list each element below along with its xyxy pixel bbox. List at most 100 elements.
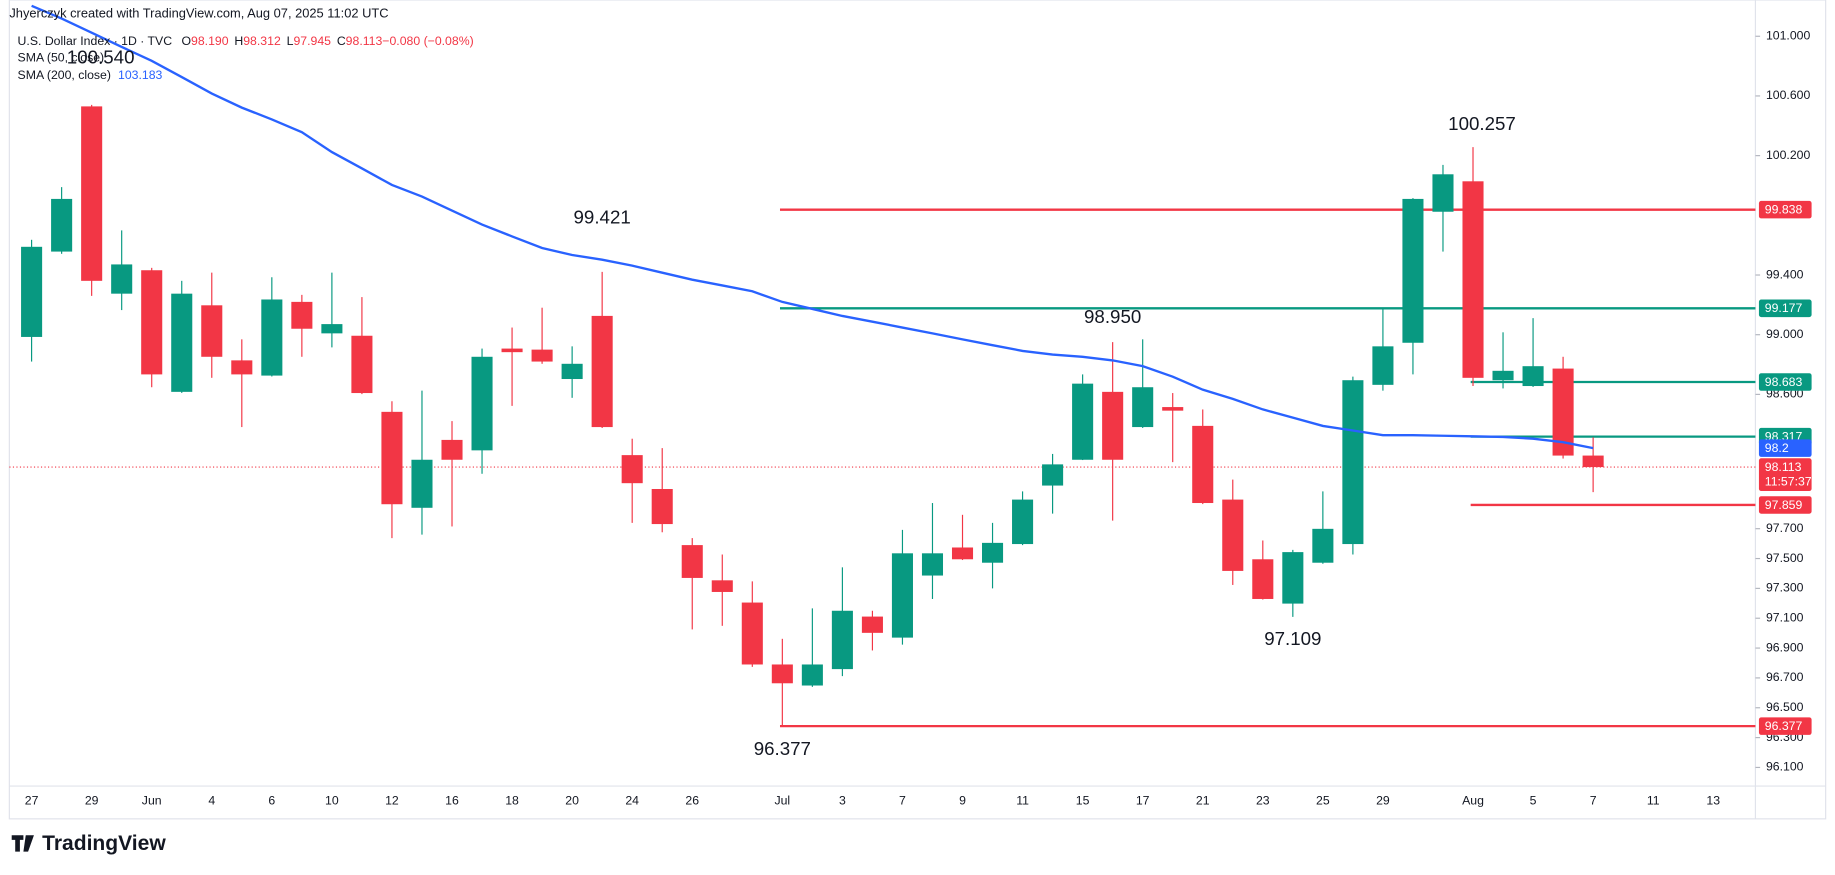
x-tick-label: 9: [959, 794, 966, 808]
x-tick-label: 5: [1530, 794, 1537, 808]
y-tick-label: 96.700: [1766, 670, 1804, 684]
x-tick-label: 10: [325, 794, 339, 808]
candle-body: [1372, 346, 1394, 385]
candle-body: [681, 545, 703, 578]
quote-key: H: [234, 34, 243, 48]
sma-tag: 98.2: [1765, 441, 1789, 455]
level-tag-bg: [1758, 496, 1812, 514]
candle-body: [1582, 455, 1604, 468]
quote-key: L: [287, 34, 294, 48]
candle-body: [411, 459, 433, 508]
candle-body: [891, 553, 913, 638]
logo: TradingView: [11, 832, 166, 855]
x-tick-label: 7: [1590, 794, 1597, 808]
candle-body: [1012, 499, 1034, 545]
candle-body: [1192, 425, 1214, 504]
level-tag-bg: [1758, 373, 1812, 391]
level-tag: 97.859: [1765, 498, 1803, 512]
candle-body: [801, 664, 823, 686]
candle-body: [1042, 464, 1064, 486]
x-tick-label: 27: [25, 794, 39, 808]
x-tick-label: 4: [208, 794, 215, 808]
annotation: 100.540: [67, 46, 135, 67]
x-tick-label: 17: [1136, 794, 1150, 808]
y-tick-label: 97.500: [1766, 551, 1804, 565]
candle-body: [351, 335, 373, 394]
candle-body: [381, 411, 403, 505]
x-tick-label: 11: [1647, 794, 1660, 808]
candle-body: [621, 455, 643, 484]
annotation: 96.377: [754, 738, 811, 759]
candle-body: [201, 305, 223, 357]
x-tick-label: 3: [839, 794, 846, 808]
candle-body: [741, 602, 763, 665]
x-tick-label: Aug: [1462, 794, 1484, 808]
symbol: U.S. Dollar Index · 1D · TVC: [18, 34, 173, 48]
candle-body: [291, 301, 313, 329]
candle-body: [321, 324, 343, 334]
candle-body: [982, 542, 1004, 563]
level-tag: 98.683: [1765, 375, 1803, 389]
level-tag-bg: [1758, 200, 1812, 219]
candle-body: [1402, 198, 1424, 343]
quote-value: 98.190: [191, 34, 229, 48]
annotation: 99.421: [574, 207, 631, 228]
candle-body: [1312, 528, 1334, 563]
candle-body: [231, 360, 253, 375]
candle-body: [51, 198, 73, 252]
x-tick-label: Jun: [142, 794, 162, 808]
y-tick-label: 99.400: [1766, 267, 1804, 281]
candle-body: [861, 616, 883, 633]
sma-line: [31, 4, 1594, 450]
candle-body: [1222, 499, 1244, 571]
candle-body: [1342, 380, 1364, 545]
attribution: Jhyerczyk created with TradingView.com, …: [9, 5, 388, 20]
chart-frame: [8, 0, 1827, 820]
level-tag: 99.177: [1765, 301, 1803, 315]
x-tick-label: 21: [1196, 794, 1210, 808]
x-tick-label: 6: [268, 794, 275, 808]
y-tick-label: 101.000: [1766, 29, 1811, 43]
candle-body: [651, 488, 673, 525]
quote-value: 98.312: [243, 34, 281, 48]
x-tick-label: 7: [899, 794, 906, 808]
candle-body: [1282, 552, 1304, 604]
candle-body: [591, 315, 613, 428]
indicator-legend: SMA (200, close) 103.183: [18, 68, 163, 82]
candle-body: [831, 610, 853, 670]
candle-body: [1162, 407, 1184, 411]
x-tick-label: 25: [1316, 794, 1330, 808]
x-tick-label: 23: [1256, 794, 1270, 808]
plot: 101.000100.600100.20099.40099.00098.6009…: [9, 4, 1812, 808]
x-tick-label: 29: [85, 794, 99, 808]
candle-body: [441, 439, 463, 460]
x-tick-label: 15: [1076, 794, 1090, 808]
x-tick-label: 18: [505, 794, 519, 808]
candle-body: [1432, 174, 1454, 212]
y-tick-label: 97.300: [1766, 581, 1804, 595]
x-tick-label: Jul: [774, 794, 790, 808]
candle-body: [111, 264, 133, 294]
y-tick-label: 96.500: [1766, 700, 1804, 714]
candle-body: [1102, 391, 1124, 460]
candle-body: [171, 293, 193, 392]
annotation: 100.257: [1448, 113, 1516, 134]
candle-body: [471, 356, 493, 451]
candle-body: [951, 547, 974, 560]
level-tag-bg: [1758, 717, 1812, 735]
indicator-name: SMA (200, close): [18, 68, 111, 82]
candle-body: [1552, 368, 1574, 456]
y-tick-label: 97.100: [1766, 610, 1804, 624]
x-tick-label: 12: [385, 794, 399, 808]
candle-body: [1522, 366, 1544, 387]
x-tick-label: 16: [445, 794, 459, 808]
logo-mark: [11, 835, 34, 852]
level-tag: 96.377: [1765, 719, 1803, 733]
legend: U.S. Dollar Index · 1D · TVC O98.190 H98.3…: [18, 34, 474, 48]
countdown: 11:57:37: [1765, 475, 1812, 489]
last-price-tag: 98.113: [1765, 460, 1802, 474]
candle-body: [531, 349, 553, 362]
candle-body: [921, 553, 944, 576]
